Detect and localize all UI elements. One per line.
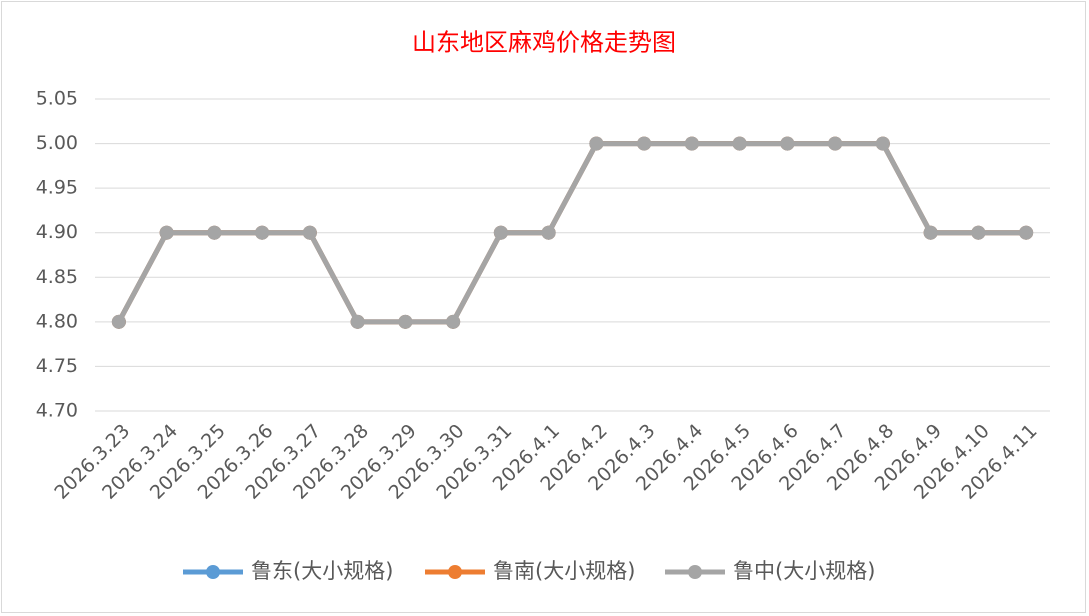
legend-label: 鲁南(大小规格) — [493, 559, 635, 583]
data-point — [923, 225, 938, 240]
data-point — [493, 225, 508, 240]
data-point — [828, 136, 843, 151]
legend-marker — [206, 565, 220, 579]
series-line — [116, 141, 1027, 325]
data-point — [398, 314, 413, 329]
data-point — [1019, 225, 1034, 240]
y-tick-label: 4.90 — [36, 221, 78, 243]
data-point — [159, 225, 174, 240]
y-tick-label: 4.70 — [36, 400, 78, 422]
y-tick-label: 4.95 — [36, 177, 78, 199]
data-point — [541, 225, 556, 240]
y-tick-label: 5.00 — [36, 132, 78, 154]
y-tick-label: 4.75 — [36, 355, 78, 377]
legend-marker — [448, 565, 462, 579]
data-point — [446, 314, 461, 329]
data-point — [207, 225, 222, 240]
data-point — [684, 136, 699, 151]
chart-title: 山东地区麻鸡价格走势图 — [412, 29, 676, 57]
legend-marker — [688, 565, 702, 579]
data-point — [255, 225, 270, 240]
data-point — [589, 136, 604, 151]
data-point — [971, 225, 986, 240]
legend-label: 鲁东(大小规格) — [251, 559, 393, 583]
data-point — [637, 136, 652, 151]
legend-label: 鲁中(大小规格) — [733, 559, 875, 583]
data-point — [875, 136, 890, 151]
y-tick-label: 5.05 — [36, 88, 78, 110]
data-point — [111, 314, 126, 329]
data-point — [732, 136, 747, 151]
y-tick-label: 4.80 — [36, 310, 78, 332]
data-point — [350, 314, 365, 329]
data-point — [780, 136, 795, 151]
y-tick-label: 4.85 — [36, 266, 78, 288]
data-point — [302, 225, 317, 240]
